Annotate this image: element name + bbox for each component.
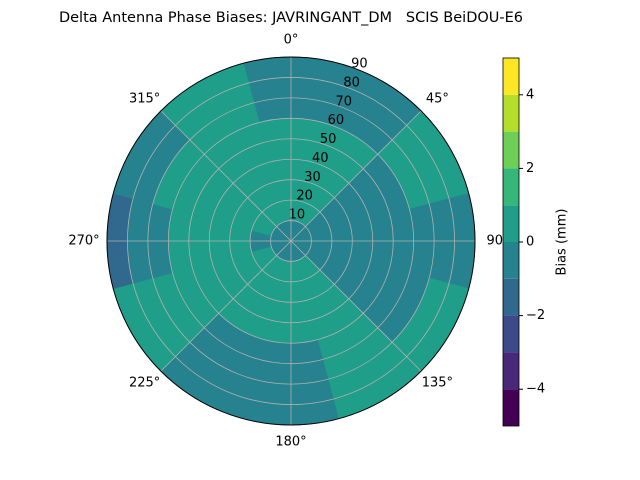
theta-tick-label: 270° [68,234,99,249]
colorbar-tick-label: −4 [526,382,545,397]
grid-spoke [290,240,422,372]
colorbar-bin [503,278,519,316]
r-tick-label: 20 [296,189,313,204]
colorbar-bin [503,131,519,169]
r-tick-label: 70 [335,94,352,109]
colorbar: −4 −2 0 2 4 Bias (mm) [502,57,570,427]
colorbar-bin [503,352,519,390]
colorbar-bin [503,205,519,242]
colorbar-tick-label: 4 [526,87,534,102]
r-tick-label: 60 [328,113,345,128]
r-tick-label: 40 [312,151,329,166]
r-tick-label: 90 [351,57,368,72]
theta-tick-label: 45° [426,91,449,106]
polar-plot: 1020304050607080900°45°90°135°180°225°27… [68,33,509,450]
colorbar-tick-label: 0 [526,235,534,250]
theta-tick-label: 135° [422,376,453,391]
colorbar-bin [503,242,519,279]
colorbar-bin [503,389,519,426]
theta-tick-label: 0° [284,33,299,48]
colorbar-tick-label: 2 [526,161,534,176]
r-tick-label: 10 [289,208,306,223]
grid-spoke [290,110,422,242]
plot-border [106,56,476,426]
grid-spoke [160,240,292,372]
grid-spoke [160,110,292,242]
colorbar-bin [503,315,519,353]
theta-tick-label: 315° [129,91,160,106]
colorbar-tick-label: −2 [526,308,545,323]
colorbar-bin [503,58,519,95]
theta-tick-label: 180° [275,435,306,450]
r-tick-label: 50 [320,132,337,147]
theta-tick-label: 225° [129,376,160,391]
colorbar-bin [503,168,519,206]
colorbar-label: Bias (mm) [555,209,570,276]
colorbar-bin [503,94,519,132]
r-tick-label: 30 [304,170,321,185]
chart-title: Delta Antenna Phase Biases: JAVRINGANT_D… [59,10,523,26]
r-tick-label: 80 [343,75,360,90]
